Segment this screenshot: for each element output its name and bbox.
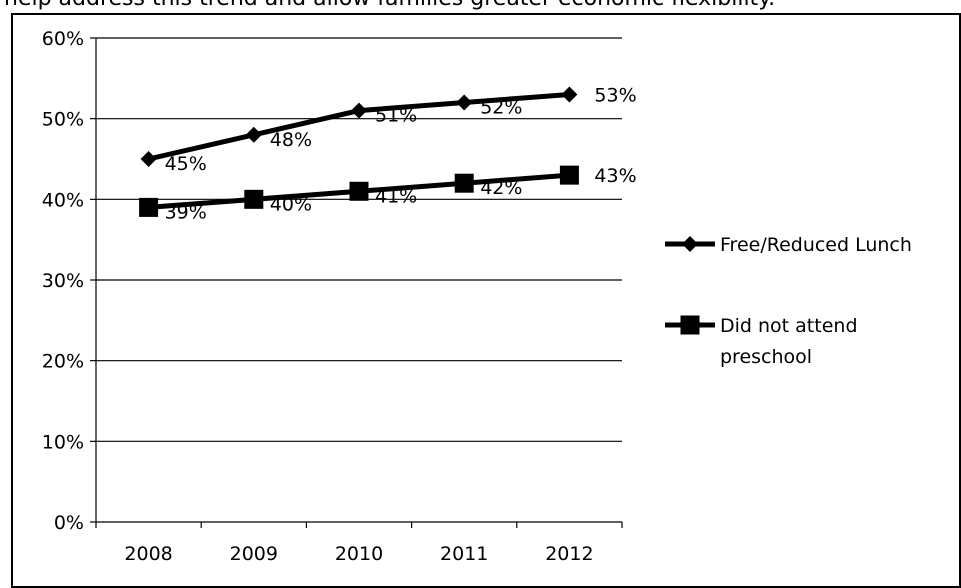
intro-text-fragment: help address this trend and allow famili…	[4, 0, 775, 11]
y-tick-label: 0%	[54, 512, 84, 534]
legend-item-2: Did not attend preschool	[665, 315, 858, 368]
series-2	[139, 165, 579, 217]
y-tick-label: 50%	[42, 109, 84, 131]
data-labels: 45% 48% 51% 52% 53% 39% 40% 41% 42% 43%	[165, 84, 637, 223]
x-tick-label: 2010	[335, 543, 383, 565]
y-tick-label: 10%	[42, 431, 84, 453]
data-point	[456, 94, 473, 111]
data-point	[139, 197, 159, 217]
data-point	[349, 181, 369, 201]
data-point	[245, 126, 262, 143]
data-point	[351, 102, 367, 119]
data-label: 52%	[480, 97, 522, 119]
legend-label: preschool	[720, 346, 812, 368]
series-layer	[139, 86, 579, 217]
data-label: 41%	[375, 185, 417, 207]
data-label: 42%	[480, 177, 522, 199]
data-label: 51%	[375, 105, 417, 127]
data-label: 43%	[594, 165, 636, 187]
data-point	[559, 165, 579, 185]
legend-label: Did not attend	[720, 315, 858, 337]
legend-marker	[680, 315, 700, 335]
data-point	[561, 86, 578, 103]
axes: 0% 10% 20% 30% 40% 50% 60% 2008 2009 2010 2011 2012	[42, 28, 623, 565]
data-point	[244, 189, 264, 209]
y-tick-label: 30%	[42, 270, 84, 292]
legend: Free/Reduced Lunch Did not attend preschoo…	[665, 234, 912, 368]
x-tick-label: 2012	[545, 543, 593, 565]
data-label: 48%	[270, 129, 312, 151]
x-tick-label: 2008	[124, 543, 172, 565]
legend-marker	[682, 236, 698, 252]
data-label: 45%	[165, 153, 207, 175]
data-point	[140, 151, 157, 167]
legend-item-1: Free/Reduced Lunch	[665, 234, 912, 256]
x-tick-label: 2009	[230, 543, 278, 565]
data-label: 53%	[594, 84, 636, 106]
y-tick-label: 20%	[42, 351, 84, 373]
y-tick-label: 60%	[42, 28, 84, 50]
data-point	[454, 173, 474, 193]
data-label: 39%	[165, 201, 207, 223]
x-tick-label: 2011	[440, 543, 488, 565]
series-1	[140, 86, 578, 167]
y-tick-label: 40%	[42, 189, 84, 211]
legend-label: Free/Reduced Lunch	[720, 234, 912, 256]
data-label: 40%	[270, 193, 312, 215]
